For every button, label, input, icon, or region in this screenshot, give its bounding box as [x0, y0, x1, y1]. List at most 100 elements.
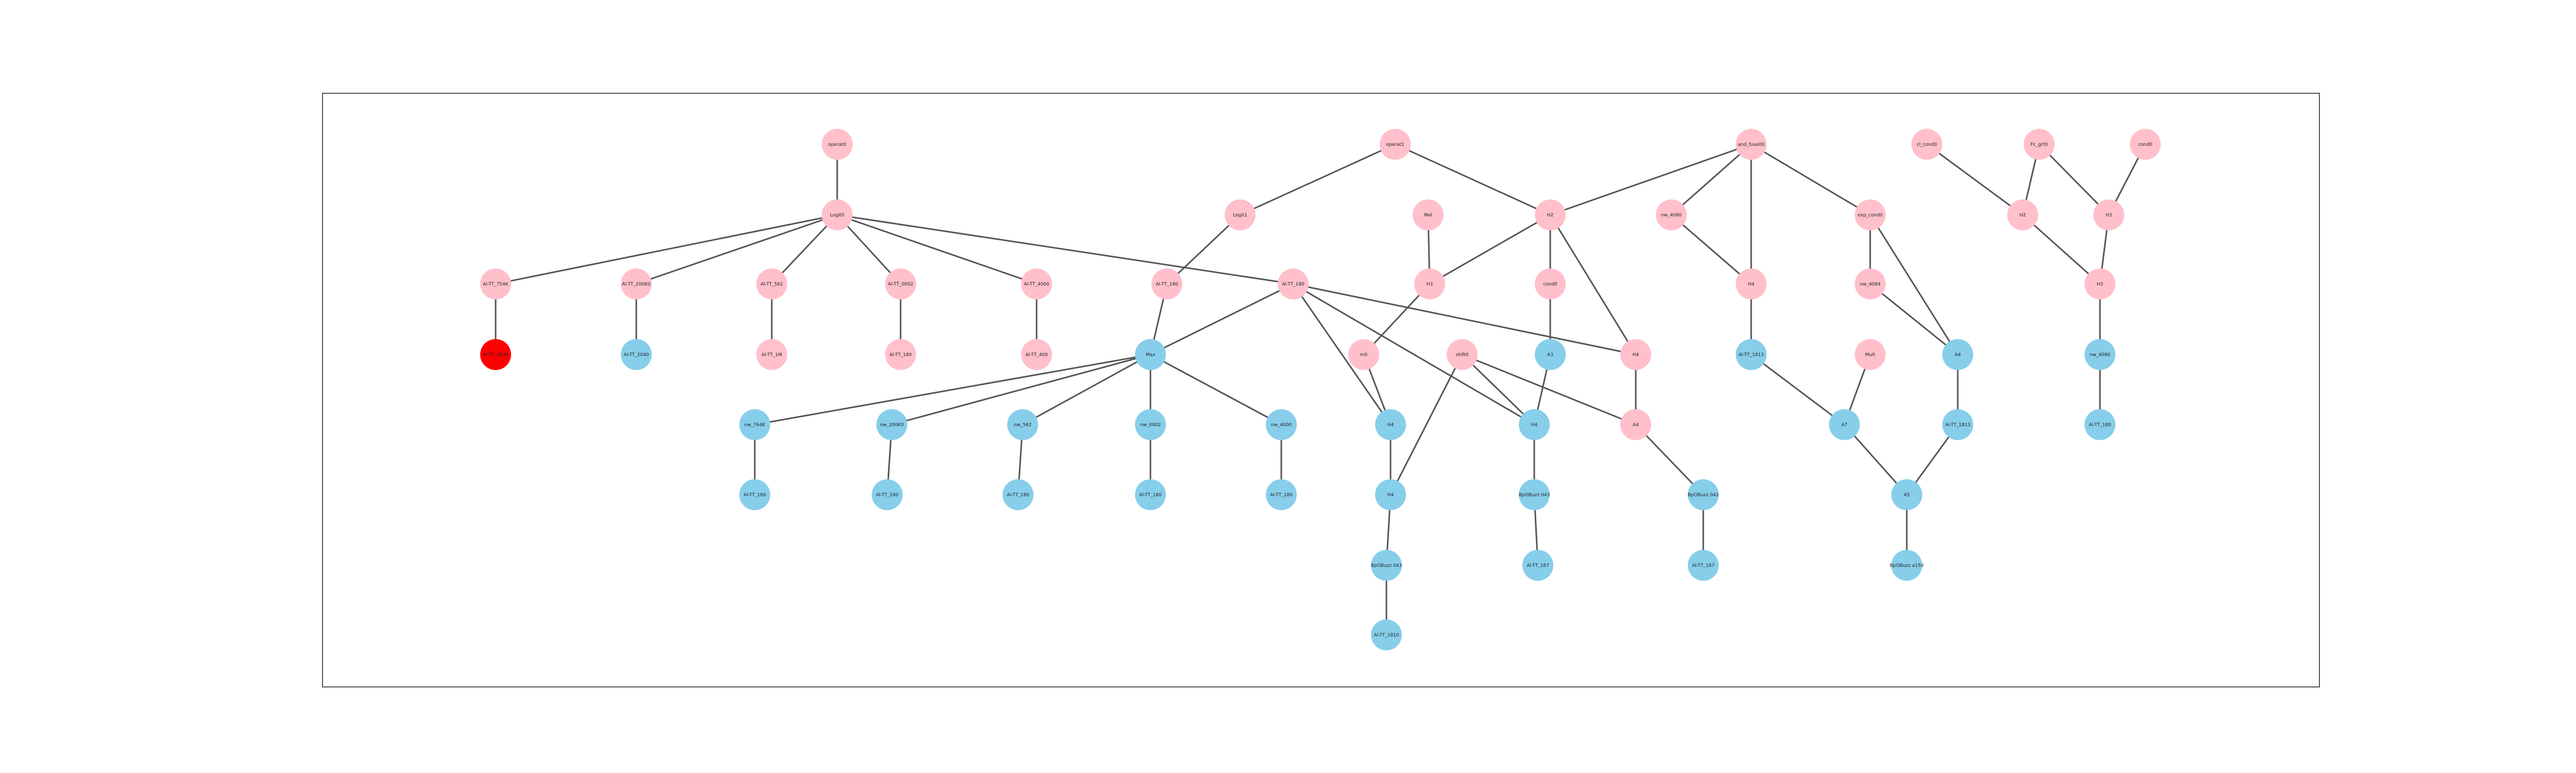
node-label: Mult: [1865, 352, 1875, 358]
node-label: Al-TT_1810: [1374, 633, 1399, 638]
node-label: and_fuse00: [1738, 142, 1765, 147]
graph-edge: [1462, 354, 1636, 426]
graph-edge: [1166, 214, 1241, 285]
node-label: A4: [1955, 352, 1961, 358]
node-circle: [1371, 619, 1402, 650]
graph-edge: [1022, 354, 1151, 426]
graph-edge: [1150, 283, 1294, 356]
graph-node: H4: [1736, 268, 1767, 299]
graph-node: A4: [1942, 339, 1973, 370]
node-circle: [1003, 479, 1033, 510]
graph-node: cl_cond0: [1911, 129, 1942, 160]
node-label: H3: [2106, 213, 2112, 218]
node-label: A3: [1547, 352, 1553, 358]
graph-node: A7: [1829, 409, 1860, 440]
node-label: Al-TT_1813: [1945, 423, 1970, 428]
node-circle: [1151, 268, 1182, 299]
node-circle: [1447, 339, 1478, 370]
node-label: BpOBuzz 043: [1371, 563, 1402, 568]
node-circle: [1522, 550, 1553, 581]
node-label: exp_cond0: [1858, 213, 1883, 218]
graph-edge: [771, 214, 838, 285]
graph-node: H3: [2093, 199, 2124, 230]
graph-edge: [1870, 283, 1958, 356]
node-circle: [756, 268, 787, 299]
node-circle: [1911, 129, 1942, 160]
graph-node: nw_200K0: [876, 409, 907, 440]
node-label: Al-TT_0002: [888, 282, 913, 287]
node-label: nw_200K0: [880, 423, 904, 428]
node-label: nw_4080: [2090, 352, 2111, 358]
graph-edge: [1671, 214, 1752, 285]
node-label: H4: [1531, 423, 1538, 428]
graph-edge: [495, 214, 838, 285]
node-label: H3: [1427, 282, 1433, 287]
node-circle: [872, 479, 903, 510]
graph-edge: [1550, 143, 1752, 216]
node-label: Al-TT_754K: [483, 282, 509, 287]
graph-node: Al-TT_1813: [1736, 339, 1767, 370]
node-layer: operat0 Logit0 Al-TT_754K Al-TT_2638 Al-TT_2…: [480, 129, 2161, 650]
node-circle: [1375, 409, 1406, 440]
node-label: Al-TT_180: [2089, 423, 2111, 428]
graph-edge: [1240, 143, 1396, 216]
node-label: Mel: [1424, 213, 1432, 218]
node-circle: [1688, 479, 1719, 510]
graph-node: H2: [1535, 199, 1566, 230]
node-label: Al-TT_180: [1007, 493, 1029, 498]
node-label: operat0: [828, 142, 846, 147]
node-label: BpOBuzz 042: [1688, 493, 1719, 498]
node-label: Al-TT_400: [1025, 352, 1048, 358]
node-circle: [885, 339, 916, 370]
node-label: H4: [1387, 493, 1394, 498]
node-circle: [2084, 339, 2115, 370]
node-label: H4: [1748, 282, 1755, 287]
node-circle: [1942, 339, 1973, 370]
node-circle: [1007, 409, 1038, 440]
node-circle: [1021, 268, 1052, 299]
node-circle: [1135, 409, 1166, 440]
graph-node: Al-TT_180: [1135, 479, 1166, 510]
node-circle: [1855, 268, 1886, 299]
graph-node: Logit0: [822, 199, 853, 230]
graph-node: BpOBuzz 043: [1371, 550, 1402, 581]
node-circle: [876, 409, 907, 440]
node-label: BpOBuzz 043: [1519, 493, 1550, 498]
graph-edge: [891, 354, 1151, 426]
node-label: BpOBuzz a150: [1890, 563, 1924, 568]
node-circle: [2084, 268, 2115, 299]
graph-edge: [1293, 283, 1636, 356]
node-circle: [1736, 129, 1767, 160]
graph-node: Al-TT_180: [1266, 479, 1297, 510]
node-circle: [2093, 199, 2124, 230]
graph-node: H2: [2007, 199, 2038, 230]
node-label: Al-TT_2638: [483, 352, 509, 358]
node-label: Al-TT_2040: [623, 352, 649, 358]
graph-edge: [1429, 214, 1551, 285]
node-circle: [739, 479, 770, 510]
node-circle: [1371, 550, 1402, 581]
graph-node: A3: [1535, 339, 1566, 370]
graph-node: shift0: [1447, 339, 1478, 370]
graph-node: H3: [2084, 268, 2115, 299]
graph-node: Al-TT_2040: [621, 339, 652, 370]
graph-edge: [754, 354, 1151, 426]
node-circle: [1266, 409, 1297, 440]
node-label: nw_4080: [1661, 213, 1682, 218]
node-label: cl_cond0: [1917, 142, 1937, 147]
graph-node: H4: [1375, 479, 1406, 510]
graph-node: Al-TT_180: [2084, 409, 2115, 440]
node-label: cond0: [1543, 282, 1557, 287]
graph-node: cond0: [1535, 268, 1566, 299]
node-label: Al-TT_180: [1270, 493, 1293, 498]
graph-edge: [1926, 143, 2023, 216]
node-circle: [1278, 268, 1309, 299]
node-circle: [739, 409, 770, 440]
node-circle: [822, 199, 853, 230]
node-label: Al-TT_180: [743, 493, 766, 498]
graph-node: Al-TT_180: [739, 479, 770, 510]
node-label: operat1: [1386, 142, 1404, 147]
graph-node: BpOBuzz 042: [1688, 479, 1719, 510]
node-circle: [1266, 479, 1297, 510]
